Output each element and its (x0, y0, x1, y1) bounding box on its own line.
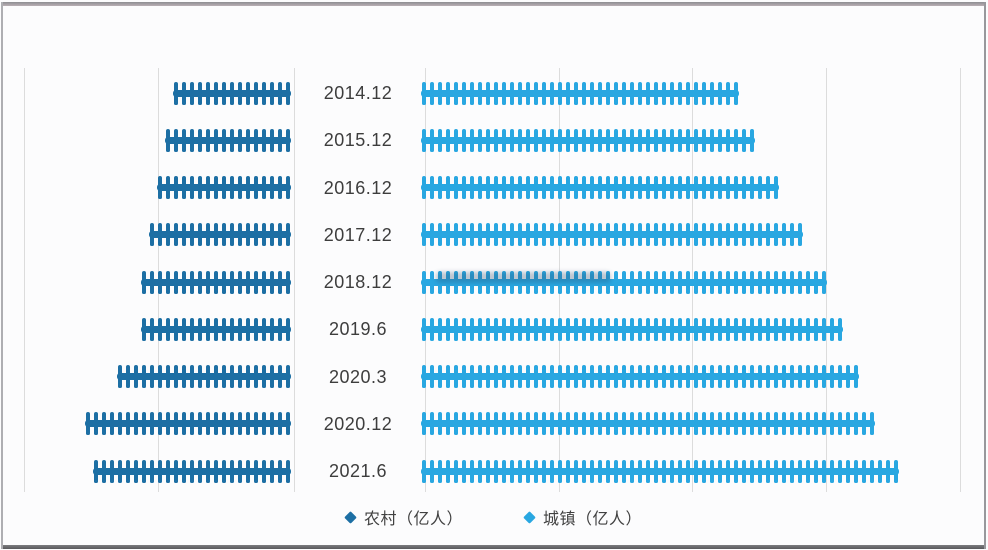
watermark-smudge (436, 272, 611, 283)
row-label: 2018.12 (323, 272, 393, 292)
bar-arm-band (421, 184, 779, 191)
row-label: 2017.12 (323, 224, 393, 245)
urban-bar (421, 365, 859, 388)
urban-bar (421, 176, 779, 199)
urban-bar (421, 128, 755, 152)
row-label: 2015.12 (323, 130, 393, 151)
gridline (24, 68, 25, 492)
row-label: 2014.12 (323, 83, 393, 103)
bar-arm-band (421, 325, 843, 333)
diamond-icon (344, 510, 357, 524)
bar-arm-band (421, 278, 827, 286)
diamond-icon (523, 510, 536, 524)
rural-bar (85, 412, 291, 436)
legend-label: 城镇（亿人） (543, 511, 643, 528)
urban-bar (421, 412, 875, 436)
frame-border-right (984, 2, 986, 549)
bar-arm-band (173, 89, 291, 97)
bar-arm-band (141, 325, 291, 333)
frame-border-bottom (1, 545, 986, 549)
bar-arm-band (149, 231, 291, 239)
bar-arm-band (421, 420, 875, 428)
row-label: 2020.3 (328, 366, 388, 387)
urban-bar (421, 317, 843, 341)
rural-bar (157, 176, 291, 199)
rural-bar (173, 81, 291, 105)
urban-bar (421, 223, 803, 247)
legend-item: 农村（亿人） (344, 505, 463, 529)
gridline (293, 68, 295, 492)
row-label: 2019.6 (328, 319, 388, 340)
rural-bar (141, 317, 291, 341)
bar-arm-band (421, 373, 859, 380)
urban-bar (421, 459, 899, 483)
bar-arm-band (141, 278, 291, 286)
row-label: 2016.12 (323, 177, 393, 198)
bar-arm-band (85, 420, 291, 428)
bar-arm-band (157, 184, 291, 191)
bar-arm-band (165, 136, 291, 144)
rural-bar (117, 365, 291, 388)
bar-arm-band (421, 89, 739, 97)
row-label: 2020.12 (323, 413, 393, 434)
bar-arm-band (117, 373, 291, 380)
bar-arm-band (93, 467, 291, 475)
legend: 农村（亿人） 城镇（亿人） (0, 504, 988, 530)
urban-bar (421, 270, 827, 294)
legend-item: 城镇（亿人） (523, 505, 643, 529)
gridline (959, 68, 961, 492)
bar-arm-band (421, 231, 803, 239)
rural-bar (93, 459, 291, 483)
legend-label: 农村（亿人） (363, 511, 463, 528)
rural-bar (165, 128, 291, 152)
bar-arm-band (421, 467, 899, 475)
urban-bar (421, 81, 739, 105)
frame-border-top (1, 2, 986, 6)
frame-border-left (1, 2, 3, 549)
rural-bar (141, 270, 291, 294)
rural-bar (149, 223, 291, 247)
row-label: 2021.6 (328, 461, 388, 481)
bar-arm-band (421, 136, 755, 144)
